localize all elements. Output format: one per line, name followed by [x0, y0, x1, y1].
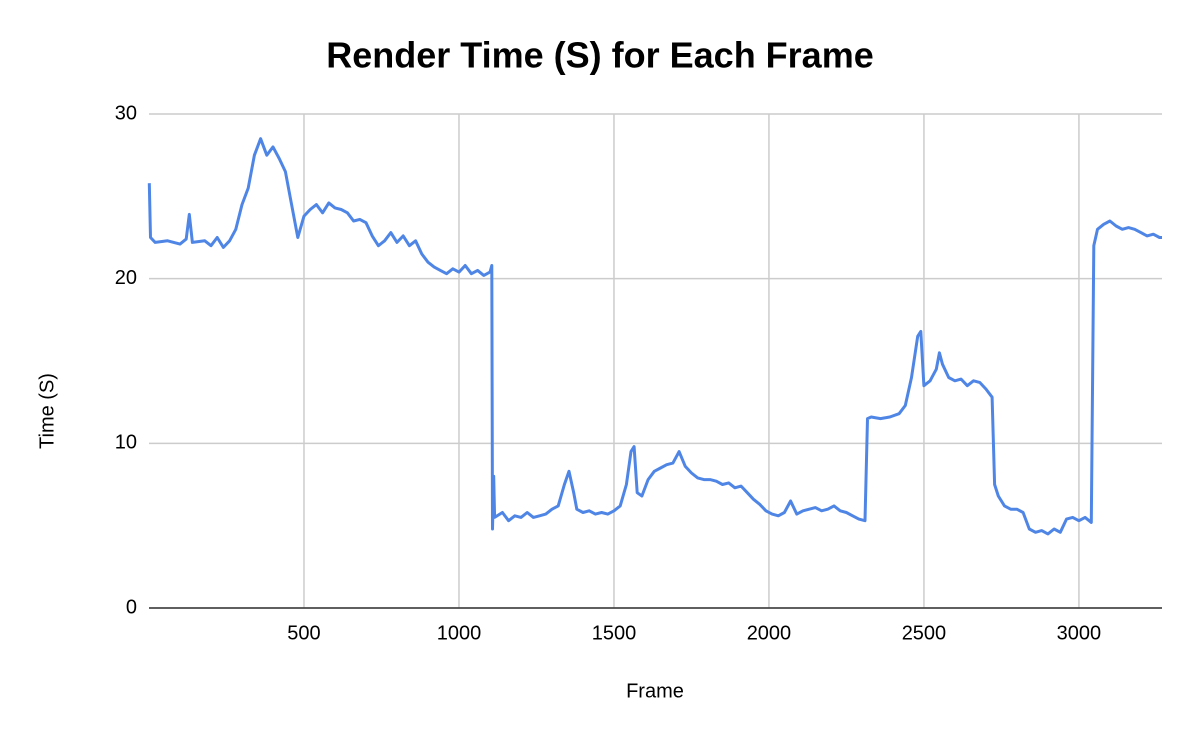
x-tick-label: 2000 — [747, 622, 792, 644]
x-tick-label: 1500 — [592, 622, 637, 644]
x-tick-label: 3000 — [1057, 622, 1102, 644]
x-axis-label: Frame — [626, 680, 684, 702]
y-axis-label: Time (S) — [36, 373, 58, 449]
x-tick-label: 1000 — [437, 622, 482, 644]
y-tick-label: 20 — [115, 267, 137, 289]
chart-title: Render Time (S) for Each Frame — [326, 35, 874, 76]
y-tick-label: 30 — [115, 102, 137, 124]
x-tick-label: 500 — [287, 622, 320, 644]
y-tick-label: 10 — [115, 432, 137, 454]
data-line — [147, 137, 1162, 536]
y-tick-label: 0 — [126, 596, 137, 618]
x-tick-label: 2500 — [902, 622, 947, 644]
